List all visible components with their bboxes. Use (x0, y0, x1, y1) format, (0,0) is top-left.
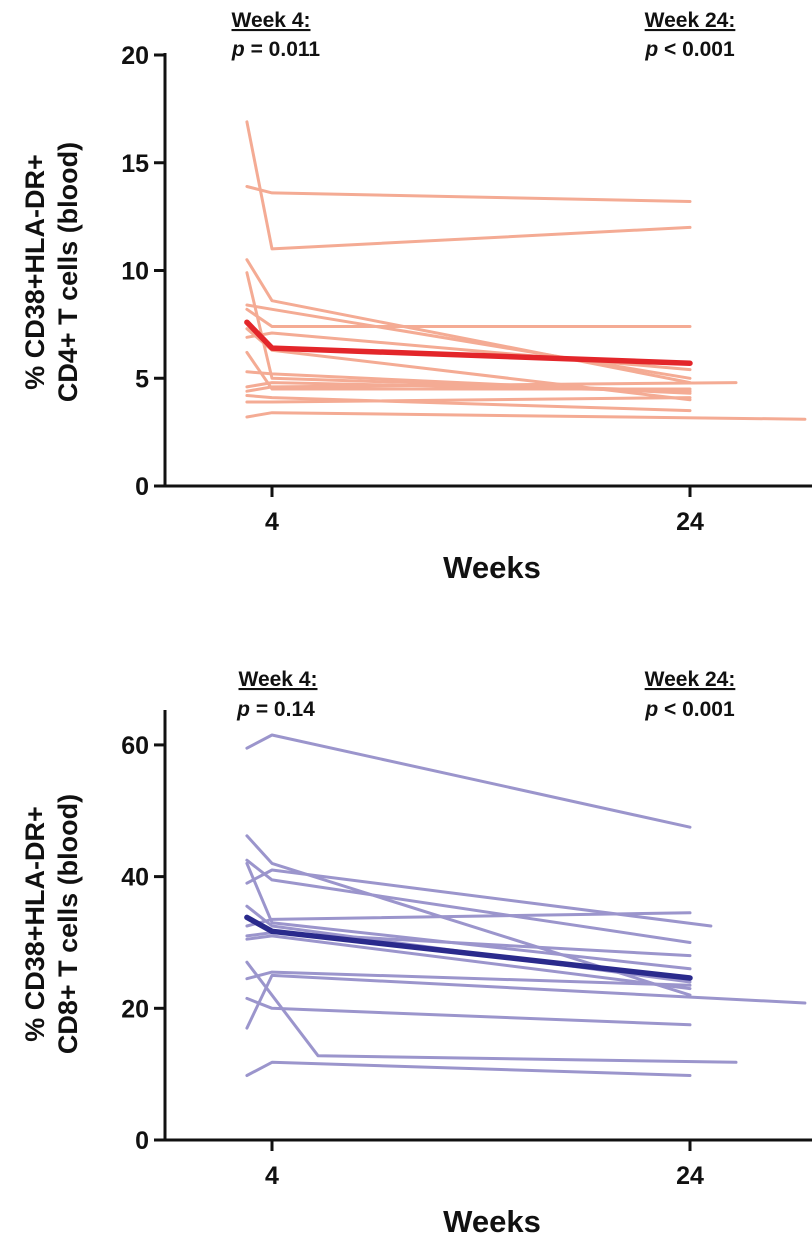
mean-series-line (244, 319, 693, 366)
week24-annotation-heading: Week 24: (645, 668, 736, 691)
y-tick-label: 0 (135, 473, 149, 501)
individual-series-line (245, 303, 692, 380)
week4-p-value: p = 0.14 (236, 698, 315, 721)
y-tick-label: 10 (121, 258, 149, 286)
cd8-plot-lines (244, 733, 807, 1077)
y-tick-label: 5 (135, 365, 149, 393)
y-tick-label: 20 (121, 42, 149, 70)
individual-series-line (245, 868, 713, 928)
individual-series-line (245, 381, 692, 393)
individual-series-line (245, 1060, 692, 1077)
week4-p-value: p = 0.011 (231, 38, 320, 61)
cd8-axes: 0 20 40 60 4 24 (121, 710, 812, 1190)
y-tick-label: 60 (121, 732, 149, 760)
individual-series-line (245, 120, 692, 251)
individual-series-line (245, 396, 692, 404)
x-tick-label: 24 (676, 1162, 704, 1190)
x-axis-title: Weeks (443, 1204, 541, 1239)
individual-series-line (245, 934, 692, 991)
x-axis-title: Weeks (443, 550, 541, 585)
individual-series-line (245, 307, 692, 328)
individual-series-line (245, 381, 738, 393)
individual-series-line (245, 861, 692, 971)
individual-series-line (245, 411, 807, 421)
y-axis-label-line-2: CD4+ T cells (blood) (53, 142, 83, 402)
x-tick-label: 4 (265, 1162, 279, 1190)
cd4-y-axis-label: % CD38+HLA-DR+ CD4+ T cells (blood) (20, 142, 83, 402)
individual-series-line (245, 834, 692, 997)
x-tick-label: 4 (265, 508, 279, 536)
y-tick-label: 40 (121, 864, 149, 892)
cd8-panel: % CD38+HLA-DR+ CD8+ T cells (blood) Week… (20, 668, 812, 1239)
individual-series-line (245, 996, 692, 1027)
individual-series-line (245, 960, 738, 1064)
week24-p-value: p < 0.001 (644, 698, 735, 721)
individual-series-line (245, 185, 692, 203)
y-axis-label-line-1: % CD38+HLA-DR+ (20, 154, 50, 390)
individual-series-line (245, 970, 692, 987)
individual-series-line (245, 858, 692, 944)
week24-annotation-heading: Week 24: (645, 9, 736, 32)
cd4-axes: 0 5 10 15 20 4 24 (121, 42, 812, 536)
y-tick-label: 0 (135, 1127, 149, 1155)
y-axis-label-line-2: CD8+ T cells (blood) (53, 794, 83, 1054)
cd4-panel: % CD38+HLA-DR+ CD4+ T cells (blood) Week… (20, 9, 812, 585)
y-tick-label: 20 (121, 995, 149, 1023)
week24-p-value: p < 0.001 (644, 38, 735, 61)
y-tick-label: 15 (121, 150, 149, 178)
mean-series-line (244, 914, 693, 981)
week4-annotation-heading: Week 4: (232, 9, 311, 32)
cd8-y-axis-label: % CD38+HLA-DR+ CD8+ T cells (blood) (20, 794, 83, 1054)
cd4-plot-lines (244, 120, 807, 421)
week4-annotation-heading: Week 4: (239, 668, 318, 691)
individual-series-line (245, 394, 692, 413)
y-axis-label-line-1: % CD38+HLA-DR+ (20, 806, 50, 1042)
individual-series-line (245, 973, 807, 1030)
x-tick-label: 24 (676, 508, 704, 536)
individual-series-line (245, 733, 692, 829)
